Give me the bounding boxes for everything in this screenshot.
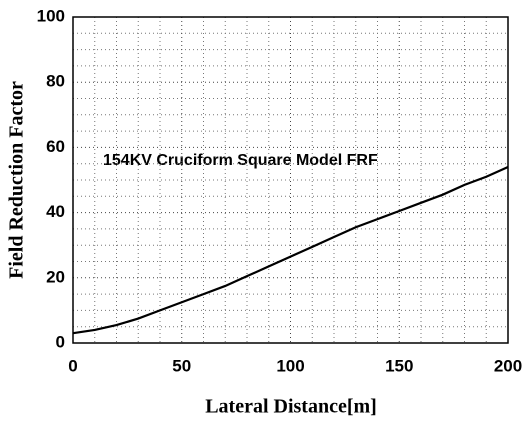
- y-tick-label: 100: [37, 6, 65, 25]
- x-tick-label: 50: [172, 356, 191, 375]
- x-tick-label: 150: [385, 356, 413, 375]
- y-tick-label: 80: [46, 72, 65, 91]
- x-axis-label: Lateral Distance[m]: [205, 396, 377, 418]
- y-axis-label: Field Reduction Factor: [6, 81, 28, 279]
- data-line: [72, 165, 509, 335]
- y-tick-label: 20: [46, 267, 65, 286]
- y-tick-label: 0: [56, 332, 65, 351]
- x-tick-label: 100: [276, 356, 304, 375]
- x-tick-label: 0: [68, 356, 77, 375]
- y-tick-label: 40: [46, 202, 65, 221]
- x-tick-label: 200: [494, 356, 522, 375]
- annotation: 154KV Cruciform Square Model FRF: [103, 152, 378, 169]
- y-tick-label: 60: [46, 137, 65, 156]
- plot-frame: [72, 16, 509, 344]
